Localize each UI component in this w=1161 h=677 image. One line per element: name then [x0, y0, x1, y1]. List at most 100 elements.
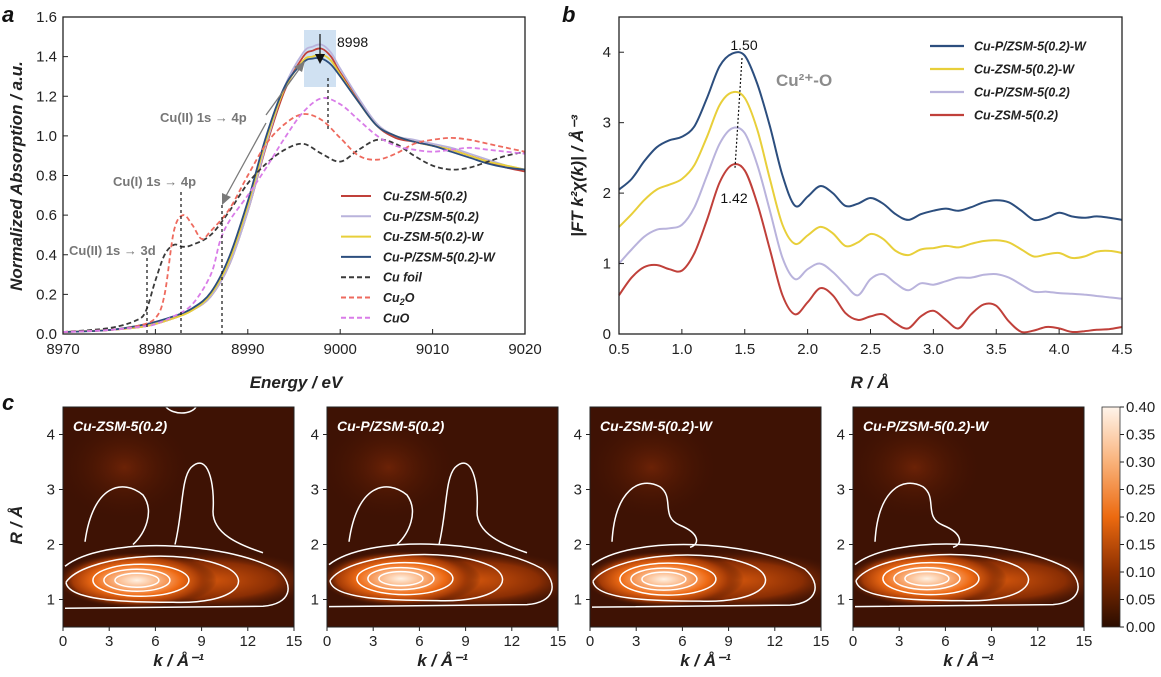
y-tick-label-c: 1 — [47, 592, 55, 609]
bond-label: Cu²⁺-O — [776, 71, 832, 90]
colorbar-tick-label: 0.00 — [1126, 619, 1155, 636]
xanes-axes: 8970 8980 8990 9000 9010 9020 0.0 0.2 0.4 0.6 0.8 1… — [36, 9, 542, 358]
y-tick-label-c: 3 — [837, 482, 845, 499]
y-tick-label-c: 1 — [574, 592, 582, 609]
panel-label-c: c — [2, 390, 14, 415]
y-tick-label-c: 2 — [311, 537, 319, 554]
panel-a-xanes: a 8970 8980 8990 9000 9010 9020 0.0 0.2 0.4 0.6 0.… — [2, 2, 542, 392]
annotation-cu2-1s-3d: Cu(II) 1s → 3d — [69, 243, 156, 258]
contour-ring-3 — [356, 561, 454, 596]
contour-lobe-left — [84, 486, 150, 546]
legend-subscript: 2 — [399, 297, 405, 307]
y-tick-label-a: 0.0 — [36, 326, 57, 343]
contour-outer — [328, 543, 553, 608]
legend-label-a: Cu2O — [383, 291, 415, 307]
contour-ring-2 — [367, 566, 435, 591]
y-tick-label-a: 0.2 — [36, 286, 57, 303]
contour-ring-2 — [103, 568, 171, 592]
x-tick-label-b: 2.0 — [797, 341, 818, 358]
x-tick-label-c: 3 — [632, 633, 640, 650]
y-tick-label-b: 0 — [603, 326, 611, 343]
contour-top — [165, 407, 197, 414]
contour-inner — [378, 570, 424, 587]
heatmap-glow — [590, 412, 722, 523]
x-axis-label-c: k / Å⁻¹ — [417, 651, 468, 670]
x-tick-label-c: 6 — [678, 633, 686, 650]
y-tick-label-c: 1 — [311, 592, 319, 609]
contour-lobe-left — [348, 486, 414, 546]
y-tick-label-c: 4 — [574, 427, 582, 444]
y-tick-label-c: 2 — [47, 537, 55, 554]
wavelet-frame — [326, 406, 559, 628]
x-tick-label-b: 3.5 — [986, 341, 1007, 358]
contour-lobe-left — [611, 482, 698, 548]
x-tick-label-c: 15 — [1076, 633, 1093, 650]
x-tick-label-c: 15 — [286, 633, 303, 650]
contour-ring-3 — [92, 563, 190, 597]
y-axis-label-c: R / Å — [7, 506, 26, 545]
peak-label-1-50: 1.50 — [730, 37, 757, 53]
wavelet-title: Cu-P/ZSM-5(0.2)-W — [863, 418, 990, 434]
contour-outer — [64, 544, 289, 609]
heatmap-peak — [590, 551, 744, 608]
y-tick-label-b: 2 — [603, 185, 611, 202]
y-tick-label-c: 2 — [574, 537, 582, 554]
x-tick-label-c: 3 — [105, 633, 113, 650]
ft-line-3 — [618, 163, 1123, 334]
x-axis-label-c: k / Å⁻¹ — [680, 651, 731, 670]
peak-energy-label: 8998 — [337, 34, 368, 50]
x-tick-label-a: 9000 — [324, 341, 357, 358]
wavelet-frame — [589, 406, 822, 628]
x-axis-label-c: k / Å⁻¹ — [153, 651, 204, 670]
x-tick-label-c: 0 — [323, 633, 331, 650]
ft-series — [618, 51, 1123, 334]
legend-label-b: Cu-ZSM-5(0.2) — [974, 109, 1058, 123]
y-tick-label-c: 1 — [837, 592, 845, 609]
contour-lobe-right — [438, 462, 528, 554]
panel-b-ft-exafs: b 0.5 1.0 1.5 2.0 2.5 3.0 3.5 4.0 4.5 0 1 2 3 4 R / Å… — [562, 2, 1132, 392]
wavelet-map — [590, 407, 821, 627]
xanes-line-4 — [62, 138, 526, 333]
peak-shift-line — [734, 57, 743, 169]
ft-line-1 — [618, 90, 1123, 260]
y-tick-label-c: 3 — [311, 482, 319, 499]
x-tick-label-c: 6 — [415, 633, 423, 650]
legend-label-b: Cu-P/ZSM-5(0.2) — [974, 86, 1070, 100]
x-tick-label-c: 12 — [766, 633, 783, 650]
annotation-cu2-1s-4p: Cu(II) 1s → 4p — [160, 110, 247, 125]
legend-label-b: Cu-P/ZSM-5(0.2)-W — [974, 40, 1087, 54]
contour-ring-2 — [630, 567, 698, 591]
legend-a: Cu-ZSM-5(0.2) Cu-P/ZSM-5(0.2) Cu-ZSM-5(0.2… — [341, 190, 496, 325]
heatmap-glow — [327, 412, 459, 523]
y-tick-label-a: 1.0 — [36, 128, 57, 145]
arrow-peak-gray — [265, 67, 301, 116]
x-tick-label-c: 9 — [197, 633, 205, 650]
legend-b: Cu-P/ZSM-5(0.2)-W Cu-ZSM-5(0.2)-W Cu-P/ZSM… — [930, 40, 1087, 123]
x-tick-label-b: 1.0 — [671, 341, 692, 358]
x-tick-label-c: 0 — [586, 633, 594, 650]
legend-label-b: Cu-ZSM-5(0.2)-W — [974, 63, 1075, 77]
wavelet-frame — [62, 406, 295, 628]
colorbar-tick-label: 0.35 — [1126, 427, 1155, 444]
y-axis-label-b: |FT k²χ(k)| / Å⁻³ — [568, 114, 587, 237]
annotation-cu1-1s-4p: Cu(I) 1s → 4p — [113, 174, 196, 189]
x-axis-label-c: k / Å⁻¹ — [943, 651, 994, 670]
legend-label-a: Cu-ZSM-5(0.2) — [383, 190, 467, 204]
colorbar-tick-label: 0.40 — [1126, 399, 1155, 416]
y-tick-label-a: 1.4 — [36, 49, 57, 66]
x-axis-label-a: Energy / eV — [250, 373, 344, 392]
wavelet-frame — [852, 406, 1085, 628]
contour-ring-2 — [893, 566, 961, 591]
legend-suffix: O — [405, 291, 415, 305]
ft-line-0 — [618, 51, 1123, 222]
y-tick-label-a: 1.2 — [36, 88, 57, 105]
wavelet-title: Cu-P/ZSM-5(0.2) — [337, 418, 445, 434]
peak-label-1-42: 1.42 — [720, 190, 747, 206]
colorbar-tick-label: 0.05 — [1126, 592, 1155, 609]
colorbar-tick-label: 0.30 — [1126, 454, 1155, 471]
y-tick-label-a: 0.6 — [36, 207, 57, 224]
contour-ring-3 — [882, 561, 980, 596]
